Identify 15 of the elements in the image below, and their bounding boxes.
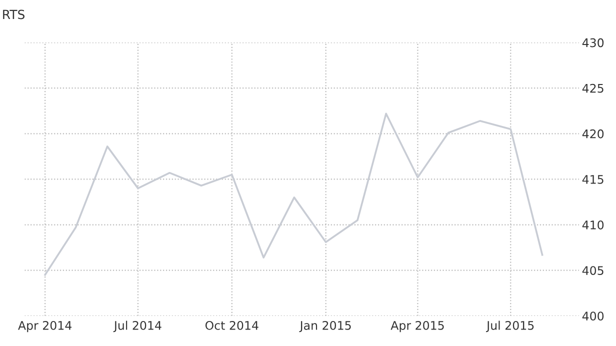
x-tick-label: Apr 2014: [18, 320, 72, 332]
y-tick-label: 405: [582, 266, 604, 275]
y-tick-label: 410: [582, 220, 604, 230]
x-tick-label: Apr 2015: [390, 320, 444, 332]
x-tick-label: Oct 2014: [205, 320, 258, 330]
x-tick-label: Jul 2014: [113, 320, 162, 332]
y-tick-label: 425: [582, 84, 604, 93]
y-tick-label: 415: [582, 175, 604, 184]
line-series: [44, 112, 544, 276]
chart-title: RTS: [3, 10, 24, 20]
y-tick-label: 420: [582, 129, 604, 138]
y-tick-label: 400: [582, 312, 604, 321]
x-tick-label: Jan 2015: [299, 320, 351, 332]
x-tick-label: Jul 2015: [486, 320, 534, 332]
y-tick-label: 430: [582, 38, 604, 48]
